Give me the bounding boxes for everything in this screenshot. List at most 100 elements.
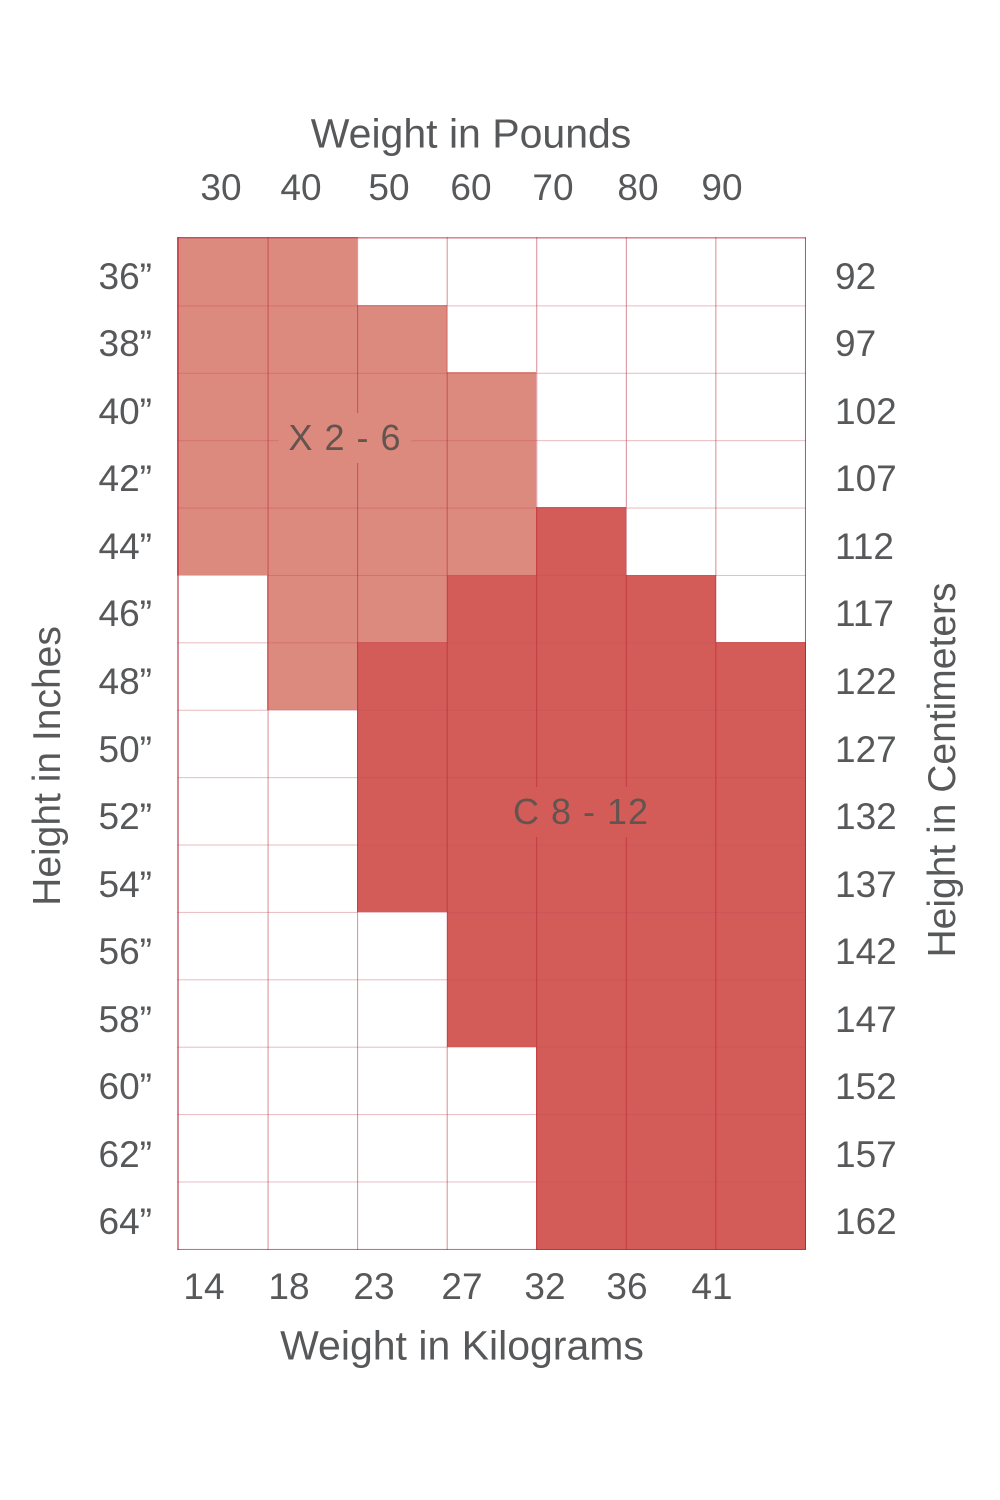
- grid-cell-r12-c7: [716, 979, 806, 1048]
- grid-cell-r15-c2: [266, 1182, 357, 1250]
- pounds-tick-70: 70: [532, 167, 574, 208]
- kilograms-tick-41: 41: [691, 1266, 733, 1307]
- grid-cell-r14-c7: [716, 1114, 806, 1183]
- inches-label-62: 62”: [98, 1133, 152, 1175]
- inches-label-38: 38”: [98, 323, 152, 365]
- grid-cell-r10-c7: [716, 844, 806, 913]
- grid-cell-r6-c4: [446, 574, 537, 643]
- kilograms-tick-36: 36: [606, 1266, 648, 1307]
- grid-cell-r7-c1: [177, 642, 267, 710]
- grid-cell-r6-c3: [356, 574, 447, 643]
- grid-cell-r5-c4: [446, 507, 537, 575]
- grid-cell-r2-c5: [536, 304, 627, 373]
- centimeters-label-152: 152: [835, 1066, 897, 1108]
- inches-label-54: 54”: [98, 863, 152, 905]
- grid-cell-r10-c3: [356, 844, 447, 913]
- grid-cell-r4-c6: [626, 439, 717, 508]
- grid-cell-r8-c2: [266, 709, 357, 778]
- grid-cell-r15-c3: [356, 1182, 447, 1250]
- grid-cell-r12-c1: [177, 979, 267, 1048]
- region-label-x-2-6: X 2 - 6: [278, 413, 412, 463]
- grid-cell-r1-c2: [266, 237, 357, 305]
- grid-cell-r10-c6: [626, 844, 717, 913]
- grid-cell-r14-c2: [266, 1114, 357, 1183]
- grid-cell-r10-c2: [266, 844, 357, 913]
- grid-cell-r13-c4: [446, 1047, 537, 1115]
- inches-label-50: 50”: [98, 728, 152, 770]
- grid-cell-r4-c4: [446, 439, 537, 508]
- grid-cell-r5-c3: [356, 507, 447, 575]
- inches-label-60: 60”: [98, 1066, 152, 1108]
- centimeters-label-97: 97: [835, 323, 877, 365]
- grid-cell-r6-c7: [716, 574, 806, 643]
- grid-cell-r11-c1: [177, 912, 267, 980]
- centimeters-label-147: 147: [835, 998, 897, 1040]
- pounds-tick-40: 40: [280, 167, 322, 208]
- grid-cell-r7-c5: [536, 642, 627, 710]
- chart-grid: X 2 - 6 C 8 - 12: [177, 237, 806, 1250]
- axis-title-weight-pounds: Weight in Pounds: [310, 110, 632, 157]
- grid-cell-r4-c5: [536, 439, 627, 508]
- inches-label-58: 58”: [98, 998, 152, 1040]
- pounds-tick-30: 30: [200, 167, 242, 208]
- grid-cell-r14-c4: [446, 1114, 537, 1183]
- grid-cell-r8-c6: [626, 709, 717, 778]
- grid-cell-r3-c6: [626, 372, 717, 440]
- inches-label-56: 56”: [98, 931, 152, 973]
- inches-label-44: 44”: [98, 525, 152, 567]
- pounds-tick-80: 80: [617, 167, 659, 208]
- grid-cell-r11-c3: [356, 912, 447, 980]
- axis-title-height-centimeters: Height in Centimeters: [921, 582, 964, 958]
- grid-cell-r10-c1: [177, 844, 267, 913]
- grid-cell-r14-c3: [356, 1114, 447, 1183]
- grid-cell-r10-c4: [446, 844, 537, 913]
- grid-cell-r3-c4: [446, 372, 537, 440]
- grid-cell-r11-c5: [536, 912, 627, 980]
- inches-label-46: 46”: [98, 593, 152, 635]
- grid-cell-r12-c3: [356, 979, 447, 1048]
- grid-cell-r8-c4: [446, 709, 537, 778]
- centimeters-label-132: 132: [835, 796, 897, 838]
- grid-cell-r6-c6: [626, 574, 717, 643]
- grid-cell-r15-c6: [626, 1182, 717, 1250]
- grid-cell-r12-c6: [626, 979, 717, 1048]
- inches-label-64: 64”: [98, 1201, 152, 1243]
- grid-cell-r7-c6: [626, 642, 717, 710]
- grid-cell-r6-c1: [177, 574, 267, 643]
- kilograms-tick-23: 23: [353, 1266, 395, 1307]
- grid-cell-r12-c4: [446, 979, 537, 1048]
- grid-cell-r11-c7: [716, 912, 806, 980]
- kilograms-tick-32: 32: [524, 1266, 566, 1307]
- grid-cell-r4-c1: [177, 439, 267, 508]
- grid-cell-r2-c1: [177, 304, 267, 373]
- grid-cell-r3-c5: [536, 372, 627, 440]
- centimeters-label-162: 162: [835, 1201, 897, 1243]
- axis-title-weight-kilograms: Weight in Kilograms: [280, 1322, 644, 1369]
- grid-cell-r7-c7: [716, 642, 806, 710]
- grid-cell-r2-c6: [626, 304, 717, 373]
- grid-cell-r8-c3: [356, 709, 447, 778]
- grid-cell-r1-c7: [716, 237, 806, 305]
- grid-cell-r13-c6: [626, 1047, 717, 1115]
- grid-cell-r11-c4: [446, 912, 537, 980]
- grid-cell-r2-c7: [716, 304, 806, 373]
- centimeters-label-92: 92: [835, 255, 877, 297]
- grid-cell-r6-c2: [266, 574, 357, 643]
- region-label-c-8-12: C 8 - 12: [502, 787, 660, 837]
- grid-cell-r3-c1: [177, 372, 267, 440]
- grid-cell-r12-c2: [266, 979, 357, 1048]
- grid-cell-r4-c7: [716, 439, 806, 508]
- grid-cell-r13-c2: [266, 1047, 357, 1115]
- grid-cell-r2-c4: [446, 304, 537, 373]
- centimeters-label-112: 112: [835, 525, 894, 567]
- grid-cell-r5-c5: [536, 507, 627, 575]
- grid-cell-r13-c7: [716, 1047, 806, 1115]
- grid-cell-r11-c2: [266, 912, 357, 980]
- grid-cell-r7-c3: [356, 642, 447, 710]
- grid-cell-r14-c5: [536, 1114, 627, 1183]
- grid-cell-r13-c5: [536, 1047, 627, 1115]
- grid-cell-r7-c4: [446, 642, 537, 710]
- grid-cell-r5-c7: [716, 507, 806, 575]
- centimeters-label-107: 107: [835, 458, 897, 500]
- grid-cell-r6-c5: [536, 574, 627, 643]
